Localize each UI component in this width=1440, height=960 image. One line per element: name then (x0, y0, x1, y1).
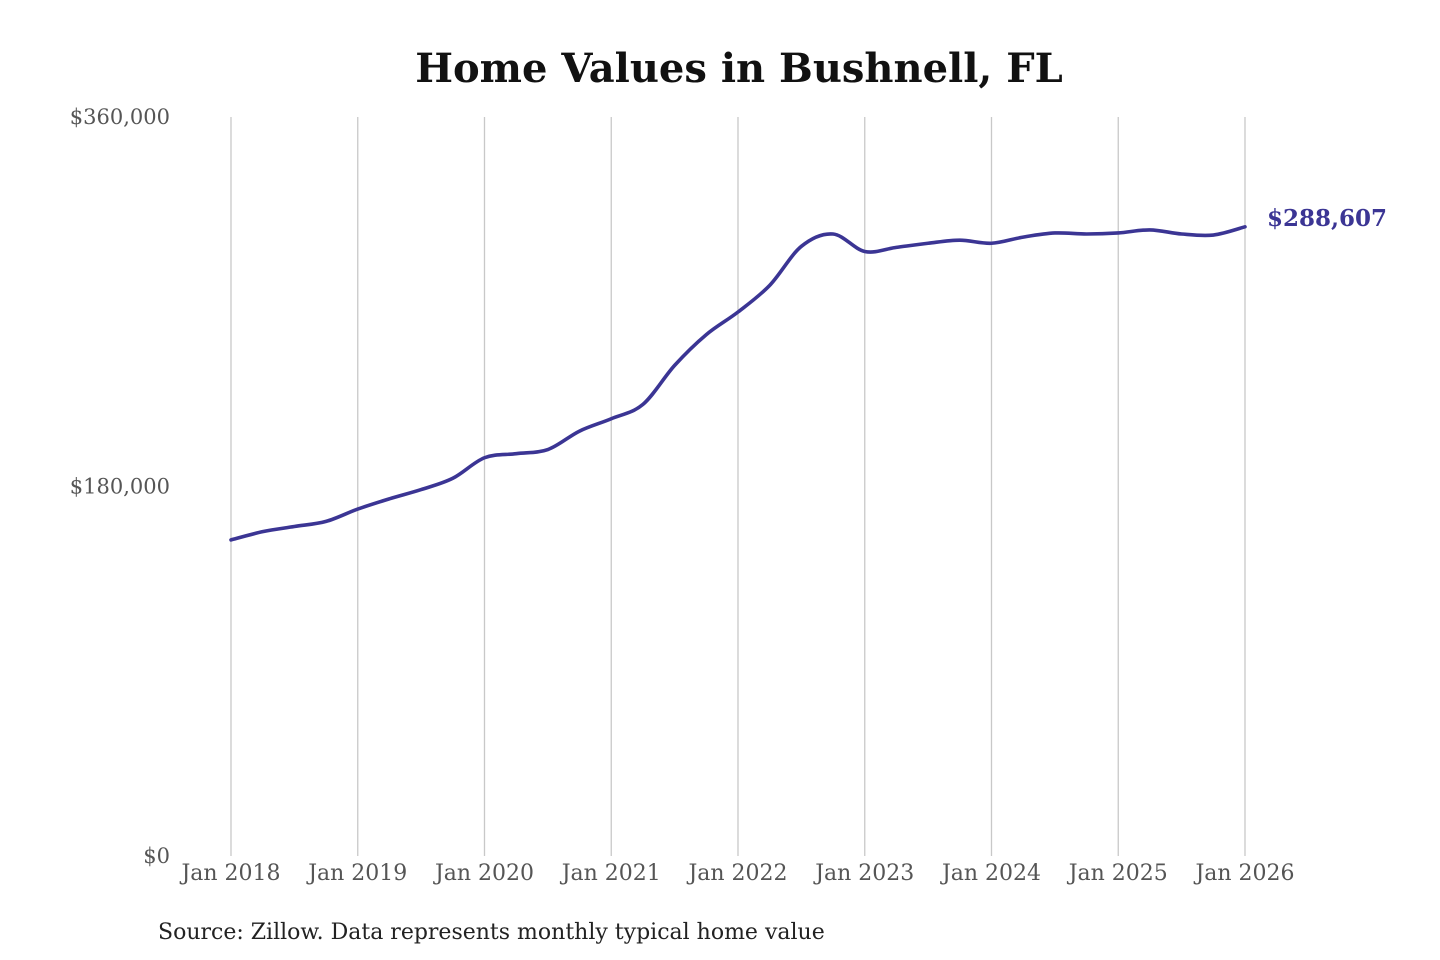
x-tick-label: Jan 2018 (179, 861, 280, 886)
x-tick-label: Jan 2025 (1067, 861, 1168, 886)
y-tick-label: $0 (143, 844, 170, 868)
end-value-label: $288,607 (1267, 205, 1387, 232)
x-tick-label: Jan 2024 (940, 861, 1041, 886)
x-tick-label: Jan 2020 (433, 861, 534, 886)
end-label-layer: $288,607 (1267, 205, 1387, 232)
x-axis-tick-labels: Jan 2018 Jan 2019 Jan 2020 Jan 2021 Jan 2022… (179, 861, 1294, 886)
chart-title: Home Values in Bushnell, FL (415, 45, 1063, 92)
series-line-0 (229, 225, 1247, 542)
x-tick-label: Jan 2026 (1193, 861, 1294, 886)
y-tick-label: $360,000 (70, 105, 170, 129)
y-tick-label: $180,000 (70, 475, 170, 499)
x-tick-label: Jan 2023 (813, 861, 914, 886)
source-note: Source: Zillow. Data represents monthly … (158, 920, 825, 945)
x-tick-label: Jan 2021 (560, 861, 661, 886)
series-layer (229, 225, 1247, 542)
x-tick-label: Jan 2022 (686, 861, 787, 886)
y-axis-tick-labels: $0 $180,000 $360,000 (70, 105, 170, 868)
x-tick-label: Jan 2019 (306, 861, 407, 886)
gridlines (230, 117, 1246, 856)
